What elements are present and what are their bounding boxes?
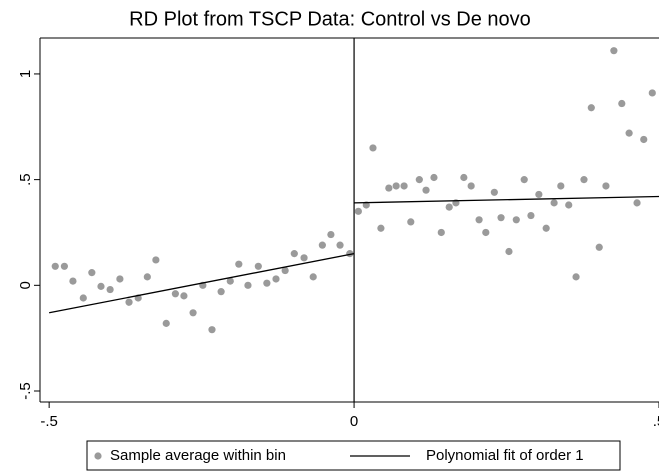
scatter-point: [565, 201, 573, 209]
scatter-point: [527, 211, 535, 220]
chart-title: RD Plot from TSCP Data: Control vs De no…: [129, 8, 531, 30]
scatter-point: [618, 99, 626, 108]
scatter-point: [648, 89, 656, 97]
scatter-point: [445, 203, 453, 211]
scatter-point: [162, 319, 170, 327]
scatter-point: [557, 182, 565, 190]
scatter-point: [640, 135, 648, 144]
y-tick-label: 1: [17, 70, 34, 78]
legend-label: Sample average within bin: [110, 447, 286, 464]
scatter-point: [318, 241, 326, 249]
scatter-point: [79, 294, 87, 302]
scatter-point: [467, 182, 475, 190]
scatter-point: [385, 184, 393, 192]
scatter-point: [505, 247, 513, 256]
scatter-point: [595, 243, 603, 251]
scatter-point: [116, 275, 124, 283]
scatter-point: [51, 262, 59, 270]
scatter-point: [217, 288, 225, 296]
x-tick-label: -.5: [40, 413, 58, 430]
scatter-point: [437, 228, 445, 237]
legend-marker: [94, 452, 102, 460]
scatter-point: [180, 292, 188, 300]
scatter-point: [235, 260, 243, 268]
scatter-point: [143, 273, 151, 281]
scatter-point: [392, 182, 400, 190]
y-tick-label: .5: [17, 173, 34, 186]
scatter-point: [490, 188, 498, 196]
scatter-point: [535, 190, 543, 199]
scatter-point: [354, 207, 362, 215]
scatter-point: [69, 277, 77, 285]
scatter-point: [88, 269, 96, 277]
scatter-point: [407, 218, 415, 226]
scatter-point: [336, 241, 344, 249]
scatter-point: [475, 216, 483, 224]
scatter-point: [281, 266, 289, 275]
scatter-point: [550, 199, 558, 207]
scatter-point: [254, 262, 262, 270]
scatter-point: [309, 273, 317, 281]
scatter-point: [430, 173, 438, 182]
fit-line: [49, 252, 355, 314]
scatter-point: [497, 214, 505, 222]
scatter-point: [602, 182, 610, 190]
fit-line: [354, 195, 659, 204]
scatter-point: [572, 273, 580, 281]
legend-box: [86, 440, 621, 471]
legend-label: Polynomial fit of order 1: [426, 447, 584, 464]
scatter-point: [189, 309, 197, 317]
scatter-point: [97, 282, 105, 290]
scatter-point: [290, 250, 298, 258]
scatter-point: [152, 256, 160, 264]
scatter-point: [327, 230, 335, 239]
scatter-point: [422, 186, 430, 194]
x-tick-label: .5: [653, 413, 659, 430]
scatter-point: [377, 224, 385, 232]
scatter-point: [460, 173, 468, 182]
scatter-point: [171, 290, 179, 298]
scatter-point: [520, 176, 528, 184]
scatter-point: [580, 176, 588, 184]
y-tick-label: -.5: [17, 382, 34, 400]
y-tick-label: 0: [17, 281, 34, 289]
scatter-point: [633, 199, 641, 207]
scatter-point: [625, 129, 633, 137]
scatter-point: [208, 326, 216, 334]
scatter-point: [272, 275, 280, 283]
scatter-point: [106, 285, 114, 294]
scatter-point: [415, 176, 423, 184]
scatter-point: [542, 224, 550, 232]
scatter-point: [125, 298, 133, 306]
scatter-point: [300, 254, 308, 262]
scatter-point: [610, 47, 618, 55]
scatter-point: [512, 216, 520, 224]
scatter-point: [263, 279, 271, 287]
scatter-point: [400, 182, 408, 190]
scatter-point: [244, 281, 252, 289]
scatter-point: [482, 228, 490, 237]
x-tick-label: 0: [350, 413, 358, 430]
scatter-point: [60, 262, 68, 270]
scatter-point: [587, 104, 595, 112]
scatter-point: [226, 277, 234, 285]
scatter-point: [369, 144, 377, 152]
